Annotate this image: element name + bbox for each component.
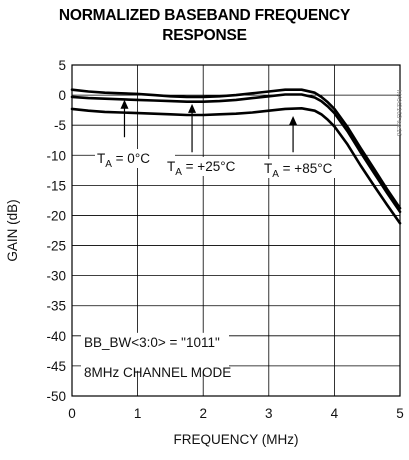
y-tick-label: -35	[46, 299, 66, 314]
chart-title: NORMALIZED BASEBAND FREQUENCY RESPONSE	[0, 6, 409, 46]
y-tick-label: -50	[46, 389, 66, 404]
annotation-arrow-1	[120, 99, 129, 109]
series-line-1	[70, 88, 402, 210]
series-line-2	[70, 93, 402, 214]
annotation-arrow-3	[289, 115, 298, 125]
chart-title-line-2: RESPONSE	[162, 27, 247, 44]
note-line-1: BB_BW<3:0> = "1011"	[84, 335, 220, 350]
y-tick-label: -20	[46, 208, 66, 223]
figure-code-watermark: MAX2163 toc16	[395, 90, 402, 137]
y-tick-label: -5	[54, 118, 66, 133]
note-bg	[81, 332, 229, 371]
y-tick-label: -10	[46, 148, 66, 163]
y-tick-label: -25	[46, 239, 66, 254]
x-tick-label: 4	[331, 406, 339, 421]
x-tick-label: 3	[265, 406, 273, 421]
annotation-label-1: TA = 0°C	[97, 151, 150, 170]
x-tick-label: 1	[134, 406, 142, 421]
y-tick-label: -45	[46, 359, 66, 374]
series-line-3	[70, 107, 402, 225]
y-tick-label: 0	[58, 88, 66, 103]
x-tick-label: 0	[68, 406, 76, 421]
y-tick-label: 5	[58, 58, 66, 73]
x-tick-label: 5	[396, 406, 404, 421]
x-tick-label: 2	[199, 406, 207, 421]
annotation-arrow-2	[188, 103, 197, 113]
y-tick-label: -15	[46, 178, 66, 193]
annotation-label-3: TA = +85°C	[264, 161, 333, 180]
chart-title-line-1: NORMALIZED BASEBAND FREQUENCY	[58, 7, 351, 24]
y-tick-label: -30	[46, 269, 66, 284]
annotation-label-2: TA = +25°C	[167, 159, 236, 178]
annotation-bg-2	[165, 157, 245, 176]
annotation-bg-1	[95, 149, 175, 168]
plot-frame	[71, 64, 401, 397]
y-tick-label: -40	[46, 329, 66, 344]
y-axis-label: GAIN (dB)	[5, 199, 20, 261]
note-line-2: 8MHz CHANNEL MODE	[84, 365, 231, 380]
x-axis-label: FREQUENCY (MHz)	[173, 432, 298, 447]
annotation-bg-3	[262, 159, 342, 178]
